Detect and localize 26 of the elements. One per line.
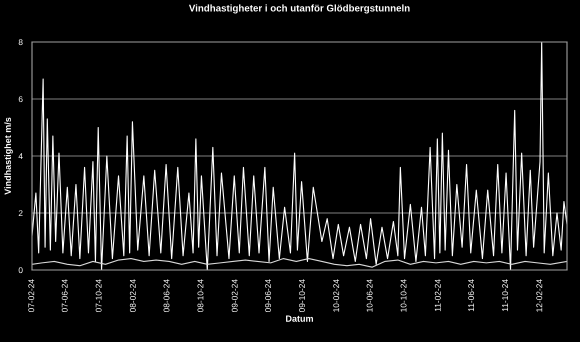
line-series (32, 42, 567, 270)
x-tick-label: 07-02-24 (28, 279, 34, 312)
x-tick-label: 09-06-24 (265, 279, 271, 312)
chart-title: Vindhastigheter i och utanför Glödbergstunneln (188, 4, 410, 14)
x-tick-label: 10-06-24 (366, 279, 373, 312)
x-tick-label: 09-02-24 (232, 279, 238, 312)
y-tick-label: 6 (18, 96, 23, 102)
x-tick-label: 11-10-24 (502, 279, 508, 312)
y-tick-label: 8 (18, 39, 23, 46)
x-axis-title: Datum (286, 315, 313, 322)
x-tick-label: 10-10-24 (400, 279, 406, 312)
x-tick-label: 08-02-24 (130, 279, 136, 312)
x-tick-label: 08-06-24 (164, 279, 170, 312)
x-tick-label: 07-10-24 (96, 279, 102, 312)
y-tick-label: 0 (18, 267, 23, 274)
y-tick-label: 4 (18, 153, 23, 160)
x-tick-label: 09-10-24 (299, 279, 305, 312)
y-axis-title: Vindhastighet m/s (4, 118, 13, 195)
x-tick-label: 11-06-24 (468, 279, 474, 312)
x-tick-label: 07-06-24 (62, 279, 68, 312)
x-tick-label: 12-02-24 (536, 279, 542, 312)
line-series (32, 258, 567, 268)
x-tick-label: 10-02-24 (333, 279, 340, 312)
y-tick-label: 2 (18, 210, 23, 216)
x-tick-label: 08-10-24 (197, 279, 204, 312)
x-tick-label: 11-02-24 (434, 279, 441, 312)
